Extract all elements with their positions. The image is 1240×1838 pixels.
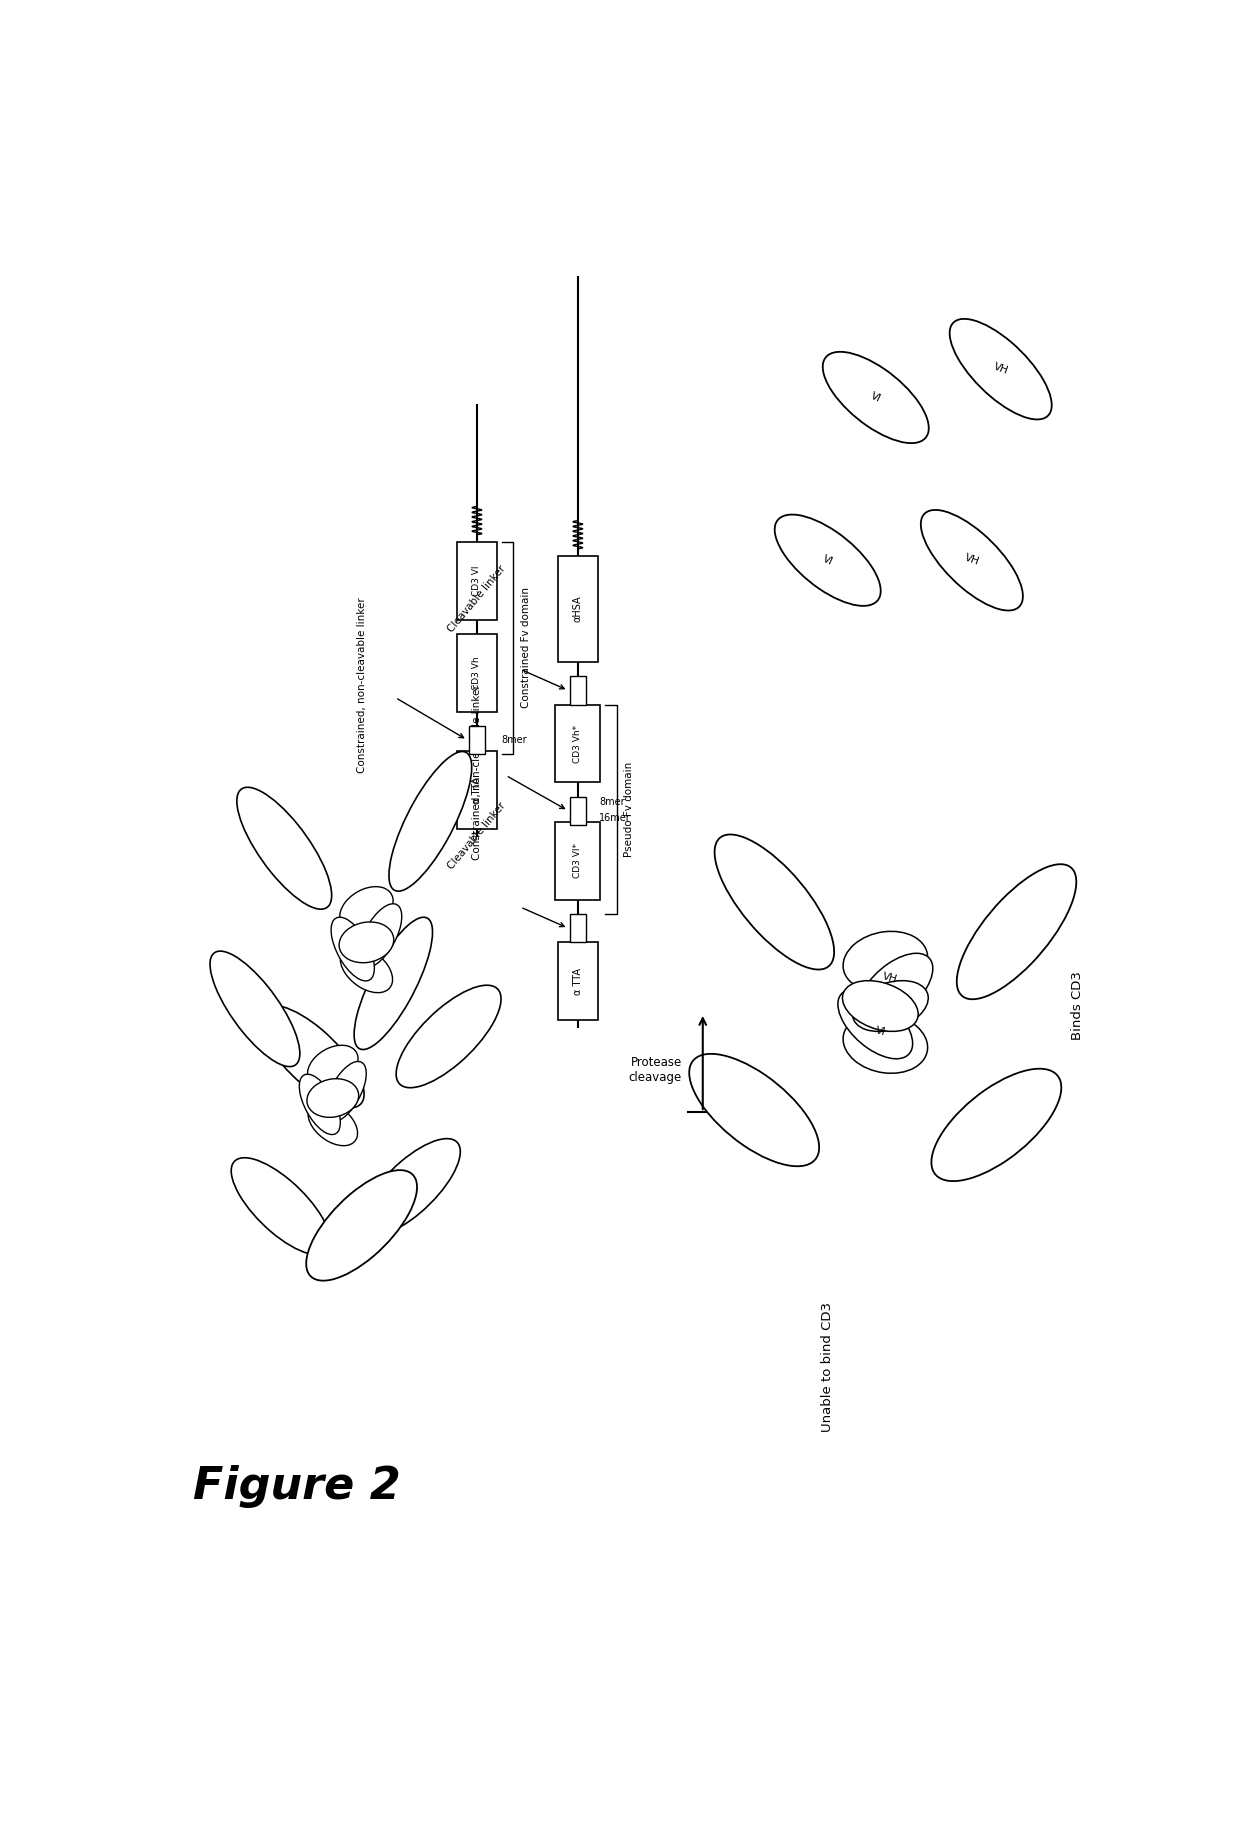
Ellipse shape — [842, 981, 918, 1031]
Bar — [456, 542, 497, 619]
Ellipse shape — [853, 981, 929, 1031]
Text: 16mer: 16mer — [599, 812, 631, 823]
Text: α TTA: α TTA — [472, 777, 482, 803]
Ellipse shape — [340, 947, 393, 993]
Ellipse shape — [361, 1138, 460, 1235]
Text: Figure 2: Figure 2 — [193, 1465, 402, 1509]
Bar — [556, 704, 600, 783]
Ellipse shape — [355, 917, 433, 1049]
Ellipse shape — [843, 1013, 928, 1073]
Text: Cleavable linker: Cleavable linker — [446, 562, 507, 634]
Text: Vl: Vl — [874, 1026, 887, 1038]
Ellipse shape — [838, 989, 913, 1059]
Ellipse shape — [210, 950, 300, 1066]
Text: Binds CD3: Binds CD3 — [1071, 972, 1084, 1040]
Bar — [570, 913, 585, 943]
Ellipse shape — [306, 1171, 417, 1281]
Ellipse shape — [299, 1073, 340, 1134]
Ellipse shape — [331, 917, 374, 981]
Bar — [556, 822, 600, 901]
Bar — [456, 752, 497, 829]
Bar — [570, 676, 585, 704]
Text: Unable to bind CD3: Unable to bind CD3 — [821, 1301, 835, 1432]
Ellipse shape — [689, 1053, 820, 1167]
Text: CD3 Vh: CD3 Vh — [472, 656, 481, 689]
Text: 8mer: 8mer — [599, 798, 625, 807]
Text: CD3 Vl*: CD3 Vl* — [573, 844, 583, 879]
Text: VH: VH — [963, 553, 981, 568]
Bar — [570, 796, 585, 825]
Ellipse shape — [358, 904, 402, 967]
Ellipse shape — [858, 954, 932, 1024]
Ellipse shape — [340, 886, 393, 930]
Ellipse shape — [308, 1101, 357, 1145]
Bar — [558, 943, 598, 1020]
Ellipse shape — [308, 1079, 358, 1118]
Bar — [456, 634, 497, 711]
Text: CD3 Vh*: CD3 Vh* — [573, 724, 583, 763]
Bar — [558, 555, 598, 662]
Text: Constrained, non-cleavable linker: Constrained, non-cleavable linker — [357, 597, 367, 774]
Ellipse shape — [950, 318, 1052, 419]
Text: Vl: Vl — [869, 391, 883, 404]
Text: Cleavable linker: Cleavable linker — [446, 801, 507, 871]
Text: α TTA: α TTA — [573, 969, 583, 994]
Text: Protease
cleavage: Protease cleavage — [629, 1055, 682, 1084]
Ellipse shape — [325, 1061, 366, 1121]
Ellipse shape — [339, 923, 394, 963]
Ellipse shape — [237, 787, 331, 910]
Ellipse shape — [775, 515, 880, 607]
Ellipse shape — [822, 351, 929, 443]
Text: VH: VH — [882, 970, 899, 985]
Text: Vl: Vl — [821, 553, 835, 566]
Ellipse shape — [921, 509, 1023, 610]
Ellipse shape — [396, 985, 501, 1088]
Ellipse shape — [843, 932, 928, 991]
Text: Constrained Fv domain: Constrained Fv domain — [521, 588, 531, 708]
Ellipse shape — [957, 864, 1076, 1000]
Text: αHSA: αHSA — [573, 596, 583, 623]
Text: CD3 Vl: CD3 Vl — [472, 566, 481, 596]
Text: VH: VH — [992, 362, 1009, 377]
Ellipse shape — [389, 752, 471, 891]
Ellipse shape — [308, 1046, 358, 1086]
Ellipse shape — [259, 1005, 365, 1108]
Text: Pseudo Fv domain: Pseudo Fv domain — [625, 761, 635, 857]
Ellipse shape — [231, 1158, 331, 1255]
Ellipse shape — [714, 834, 835, 970]
Text: Constrained, non-cleavable linker: Constrained, non-cleavable linker — [472, 684, 482, 860]
Text: 8mer: 8mer — [501, 735, 527, 744]
Bar — [469, 726, 485, 754]
Ellipse shape — [931, 1068, 1061, 1182]
